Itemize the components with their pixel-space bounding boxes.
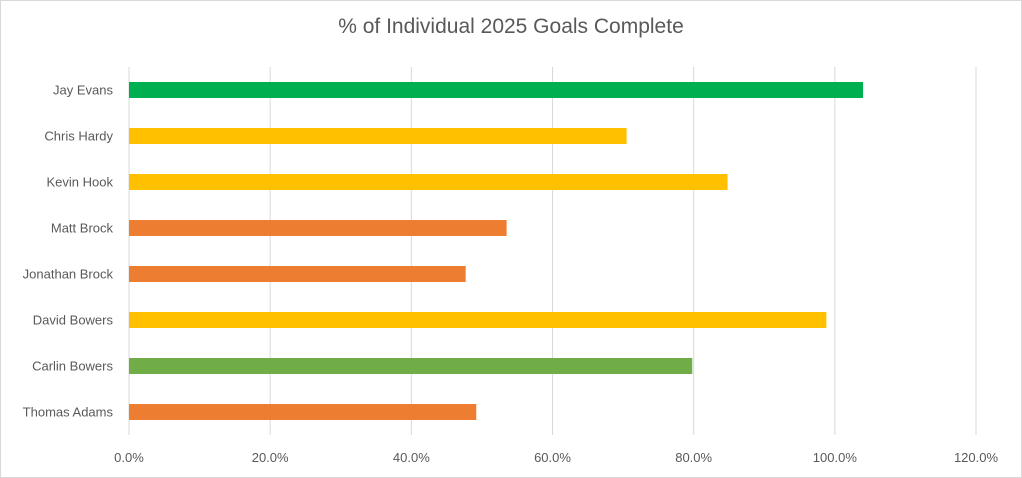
- category-label: Carlin Bowers: [32, 359, 113, 374]
- category-labels: Jay Evans Chris Hardy Kevin Hook Matt Brock…: [23, 83, 114, 420]
- category-label: Kevin Hook: [47, 175, 114, 190]
- chart-title: % of Individual 2025 Goals Complete: [338, 15, 684, 38]
- x-tick-label: 20.0%: [252, 450, 289, 465]
- x-tick-label: 60.0%: [534, 450, 571, 465]
- x-tick-label: 40.0%: [393, 450, 430, 465]
- bar: [129, 82, 864, 98]
- bar: [129, 266, 466, 282]
- category-label: David Bowers: [33, 313, 114, 328]
- category-label: Chris Hardy: [44, 129, 113, 144]
- x-tick-labels: 0.0% 20.0% 40.0% 60.0% 80.0% 100.0% 120.0%: [114, 450, 998, 465]
- x-tick-label: 0.0%: [114, 450, 144, 465]
- bar: [129, 404, 477, 420]
- category-label: Matt Brock: [51, 221, 114, 236]
- bar: [129, 358, 693, 374]
- bar: [129, 312, 827, 328]
- x-tick-label: 120.0%: [954, 450, 999, 465]
- x-tick-label: 80.0%: [675, 450, 712, 465]
- category-label: Thomas Adams: [23, 405, 114, 420]
- x-tick-label: 100.0%: [813, 450, 858, 465]
- category-label: Jonathan Brock: [23, 267, 114, 282]
- gridlines: [128, 67, 977, 435]
- bar: [129, 128, 627, 144]
- bar: [129, 220, 507, 236]
- category-label: Jay Evans: [53, 83, 113, 98]
- bar: [129, 174, 728, 190]
- bars: [129, 82, 864, 420]
